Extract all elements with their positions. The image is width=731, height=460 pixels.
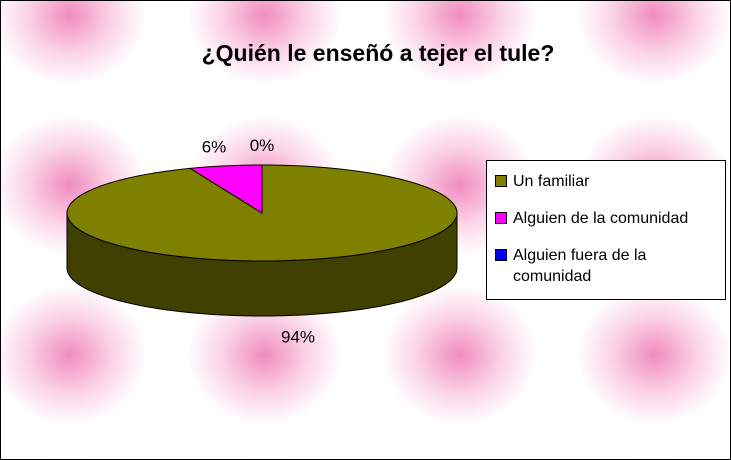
data-label: 6% xyxy=(202,137,227,156)
chart-title: ¿Quién le enseñó a tejer el tule? xyxy=(202,40,555,66)
legend: Un familiar Alguien de la comunidad Alguie… xyxy=(486,160,726,300)
legend-label: Alguien fuera de la comunidad xyxy=(513,247,647,285)
legend-swatch xyxy=(495,249,507,261)
data-label: 0% xyxy=(250,136,275,155)
data-label: 94% xyxy=(281,328,315,347)
legend-swatch xyxy=(495,175,507,187)
pie-slice xyxy=(188,164,263,214)
legend-label: Alguien de la comunidad xyxy=(513,210,689,227)
legend-label: Un familiar xyxy=(513,173,590,190)
legend-swatch xyxy=(495,212,507,224)
legend-item: Alguien fuera de la comunidad xyxy=(491,245,721,287)
legend-item: Un familiar xyxy=(491,171,721,192)
legend-item: Alguien de la comunidad xyxy=(491,208,721,229)
